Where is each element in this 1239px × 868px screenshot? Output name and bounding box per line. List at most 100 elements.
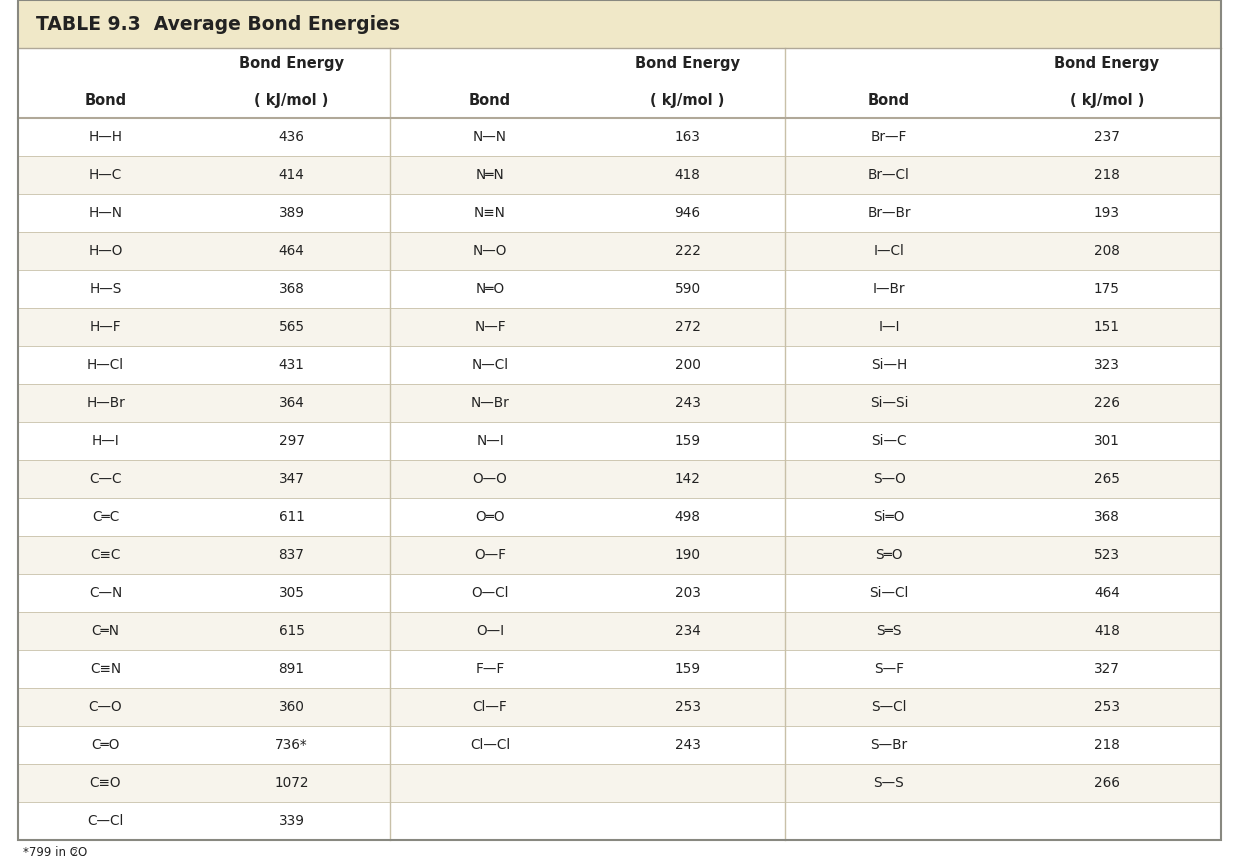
Text: H—Br: H—Br <box>87 396 125 410</box>
Text: .: . <box>78 845 85 858</box>
Text: 218: 218 <box>1094 168 1120 182</box>
Text: C≡C: C≡C <box>90 548 120 562</box>
Bar <box>19 156 1220 194</box>
Text: Bond Energy: Bond Energy <box>1054 56 1160 71</box>
Text: C—Cl: C—Cl <box>87 814 124 828</box>
Text: 891: 891 <box>279 662 305 676</box>
Text: 347: 347 <box>279 472 305 486</box>
Text: C≡N: C≡N <box>90 662 121 676</box>
Bar <box>19 688 1220 726</box>
Text: 151: 151 <box>1094 320 1120 334</box>
Text: 590: 590 <box>674 282 700 296</box>
Text: C≡O: C≡O <box>89 776 121 790</box>
Text: 301: 301 <box>1094 434 1120 448</box>
Text: 265: 265 <box>1094 472 1120 486</box>
Text: Si—C: Si—C <box>871 434 907 448</box>
Text: O═O: O═O <box>476 510 504 524</box>
Text: H—I: H—I <box>92 434 119 448</box>
Text: 611: 611 <box>279 510 305 524</box>
Text: S═S: S═S <box>876 624 902 638</box>
Text: 159: 159 <box>674 662 700 676</box>
Text: H—F: H—F <box>89 320 121 334</box>
Text: ( kJ/mol ): ( kJ/mol ) <box>1069 93 1144 108</box>
Text: *799 in CO: *799 in CO <box>24 845 87 858</box>
Text: F—F: F—F <box>476 662 504 676</box>
Text: C═C: C═C <box>92 510 119 524</box>
Text: O—O: O—O <box>472 472 508 486</box>
Text: C—O: C—O <box>89 700 123 714</box>
Text: ( kJ/mol ): ( kJ/mol ) <box>650 93 725 108</box>
Bar <box>19 802 1220 840</box>
Bar <box>19 536 1220 574</box>
Bar <box>19 194 1220 232</box>
Text: Cl—F: Cl—F <box>472 700 508 714</box>
Text: C═N: C═N <box>92 624 119 638</box>
Text: 272: 272 <box>674 320 700 334</box>
Text: 418: 418 <box>674 168 700 182</box>
Text: H—C: H—C <box>89 168 123 182</box>
Text: 323: 323 <box>1094 358 1120 372</box>
Text: TABLE 9.3  Average Bond Energies: TABLE 9.3 Average Bond Energies <box>36 15 400 34</box>
Text: 243: 243 <box>674 738 700 752</box>
Text: H—Cl: H—Cl <box>87 358 124 372</box>
Text: N—I: N—I <box>476 434 504 448</box>
Text: I—I: I—I <box>878 320 900 334</box>
Bar <box>19 384 1220 422</box>
Bar <box>19 650 1220 688</box>
Text: 1072: 1072 <box>274 776 309 790</box>
Text: 418: 418 <box>1094 624 1120 638</box>
Text: S═O: S═O <box>875 548 903 562</box>
Text: Br—Cl: Br—Cl <box>869 168 909 182</box>
Text: 200: 200 <box>674 358 700 372</box>
Text: 163: 163 <box>674 130 700 144</box>
Text: 360: 360 <box>279 700 305 714</box>
Bar <box>19 270 1220 308</box>
Bar <box>19 422 1220 460</box>
Text: 226: 226 <box>1094 396 1120 410</box>
Text: 946: 946 <box>674 206 700 220</box>
Text: 2: 2 <box>72 850 77 858</box>
Text: 389: 389 <box>279 206 305 220</box>
Text: H—H: H—H <box>88 130 123 144</box>
Text: 464: 464 <box>1094 586 1120 600</box>
Text: 253: 253 <box>1094 700 1120 714</box>
Text: ( kJ/mol ): ( kJ/mol ) <box>254 93 328 108</box>
Bar <box>19 232 1220 270</box>
Text: I—Br: I—Br <box>872 282 906 296</box>
Text: N—O: N—O <box>473 244 507 258</box>
Bar <box>19 612 1220 650</box>
Text: 464: 464 <box>279 244 305 258</box>
Text: N—N: N—N <box>473 130 507 144</box>
Text: Si═O: Si═O <box>873 510 904 524</box>
Text: C═O: C═O <box>92 738 120 752</box>
Text: 368: 368 <box>279 282 305 296</box>
Text: 498: 498 <box>674 510 700 524</box>
Text: S—Cl: S—Cl <box>871 700 907 714</box>
Text: H—S: H—S <box>89 282 121 296</box>
Text: I—Cl: I—Cl <box>873 244 904 258</box>
Text: 339: 339 <box>279 814 305 828</box>
Text: S—Br: S—Br <box>871 738 907 752</box>
Text: 305: 305 <box>279 586 305 600</box>
Text: Bond Energy: Bond Energy <box>239 56 344 71</box>
Text: Br—Br: Br—Br <box>867 206 911 220</box>
Text: H—N: H—N <box>88 206 123 220</box>
Bar <box>19 498 1220 536</box>
Text: O—I: O—I <box>476 624 504 638</box>
Text: Bond Energy: Bond Energy <box>636 56 740 71</box>
Bar <box>19 460 1220 498</box>
Text: 253: 253 <box>674 700 700 714</box>
Text: 565: 565 <box>279 320 305 334</box>
Text: S—O: S—O <box>872 472 906 486</box>
Text: 266: 266 <box>1094 776 1120 790</box>
Text: 736*: 736* <box>275 738 307 752</box>
Text: 431: 431 <box>279 358 305 372</box>
Bar <box>19 764 1220 802</box>
Text: 837: 837 <box>279 548 305 562</box>
Text: Si—H: Si—H <box>871 358 907 372</box>
Text: 364: 364 <box>279 396 305 410</box>
Text: Si—Cl: Si—Cl <box>870 586 908 600</box>
Text: 193: 193 <box>1094 206 1120 220</box>
Bar <box>19 0 1220 48</box>
Text: C—C: C—C <box>89 472 121 486</box>
